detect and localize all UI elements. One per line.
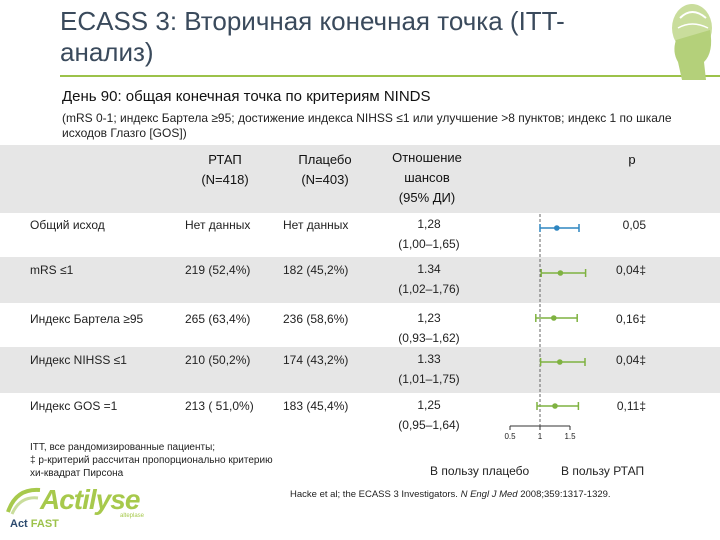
title-divider xyxy=(60,75,720,77)
slide-title: ECASS 3: Вторичная конечная точка (ITT-а… xyxy=(60,6,565,67)
row-placebo-barthel: 236 (58,6%) xyxy=(283,312,349,326)
forest-tick-label: 1 xyxy=(538,432,543,441)
footnote-p-method: ‡ р-критерий рассчитан пропорционально к… xyxy=(30,455,273,466)
footnote-chi-square: хи-квадрат Пирсона xyxy=(30,468,124,479)
row-band-4 xyxy=(0,347,720,393)
odds-ratio-point xyxy=(552,403,558,409)
row-rtpa-gos: 213 ( 51,0%) xyxy=(185,399,254,413)
forest-tick-label: 1.5 xyxy=(564,432,576,441)
row-placebo-gos: 183 (45,4%) xyxy=(283,399,349,413)
row-p-overall: 0,05 xyxy=(622,218,646,232)
row-rtpa-mrs: 219 (52,4%) xyxy=(185,263,251,277)
row-or-nihss: 1.33 (1,01–1,75) xyxy=(398,352,460,386)
row-placebo-nihss: 174 (43,2%) xyxy=(283,353,349,367)
row-p-gos: 0,11‡ xyxy=(616,399,646,413)
row-label-overall: Общий исход xyxy=(30,218,105,232)
row-label-mrs: mRS ≤1 xyxy=(30,263,74,277)
legend-favors-rtpa: В пользу РТАП xyxy=(561,464,645,478)
citation: Hacke et al; the ECASS 3 Investigators. … xyxy=(290,489,611,500)
row-placebo-mrs: 182 (45,2%) xyxy=(283,263,349,277)
row-rtpa-overall: Нет данных xyxy=(185,218,251,232)
table-header-band xyxy=(0,145,720,213)
p-value-header: p xyxy=(628,152,636,167)
row-p-nihss: 0,04‡ xyxy=(615,353,646,367)
row-p-barthel: 0,16‡ xyxy=(615,312,646,326)
row-label-gos: Индекс GOS =1 xyxy=(30,399,118,413)
row-or-gos: 1,25 (0,95–1,64) xyxy=(398,398,460,432)
footnote-itt: ITT, все рандомизированные пациенты; xyxy=(30,442,216,453)
row-or-mrs: 1.34 (1,02–1,76) xyxy=(398,262,460,296)
alteplase-subtitle: alteplase xyxy=(120,513,145,519)
act-fast-logo: Act FAST xyxy=(10,518,59,530)
row-or-barthel: 1,23 (0,93–1,62) xyxy=(398,311,460,345)
endpoint-subtitle: День 90: общая конечная точка по критери… xyxy=(62,88,431,105)
odds-ratio-header: Отношение шансов (95% ДИ) xyxy=(392,150,462,205)
forest-tick-label: 0.5 xyxy=(504,432,516,441)
legend-favors-placebo: В пользу плацебо xyxy=(430,464,530,478)
row-or-overall: 1,28 (1,00–1,65) xyxy=(398,217,460,251)
row-rtpa-barthel: 265 (63,4%) xyxy=(185,312,251,326)
odds-ratio-point xyxy=(551,315,557,321)
odds-ratio-point xyxy=(554,225,560,231)
row-band-2 xyxy=(0,257,720,303)
row-rtpa-nihss: 210 (50,2%) xyxy=(185,353,251,367)
head-profile-icon xyxy=(672,4,712,80)
actilyse-logo: Actilyse xyxy=(40,484,140,515)
actilyse-swirl-icon xyxy=(6,487,41,515)
forest-plot: 0.5 1 1.5 xyxy=(504,214,587,441)
rtpa-header: РТАП (N=418) xyxy=(201,152,249,187)
row-label-nihss: Индекс NIHSS ≤1 xyxy=(30,353,127,367)
endpoint-criteria-note: (mRS 0-1; индекс Бартела ≥95; достижение… xyxy=(62,111,672,140)
placebo-header: Плацебо (N=403) xyxy=(298,152,352,187)
row-p-mrs: 0,04‡ xyxy=(615,263,646,277)
odds-ratio-point xyxy=(557,359,563,365)
odds-ratio-point xyxy=(557,270,564,276)
row-label-barthel: Индекс Бартела ≥95 xyxy=(30,312,144,326)
row-placebo-overall: Нет данных xyxy=(283,218,349,232)
